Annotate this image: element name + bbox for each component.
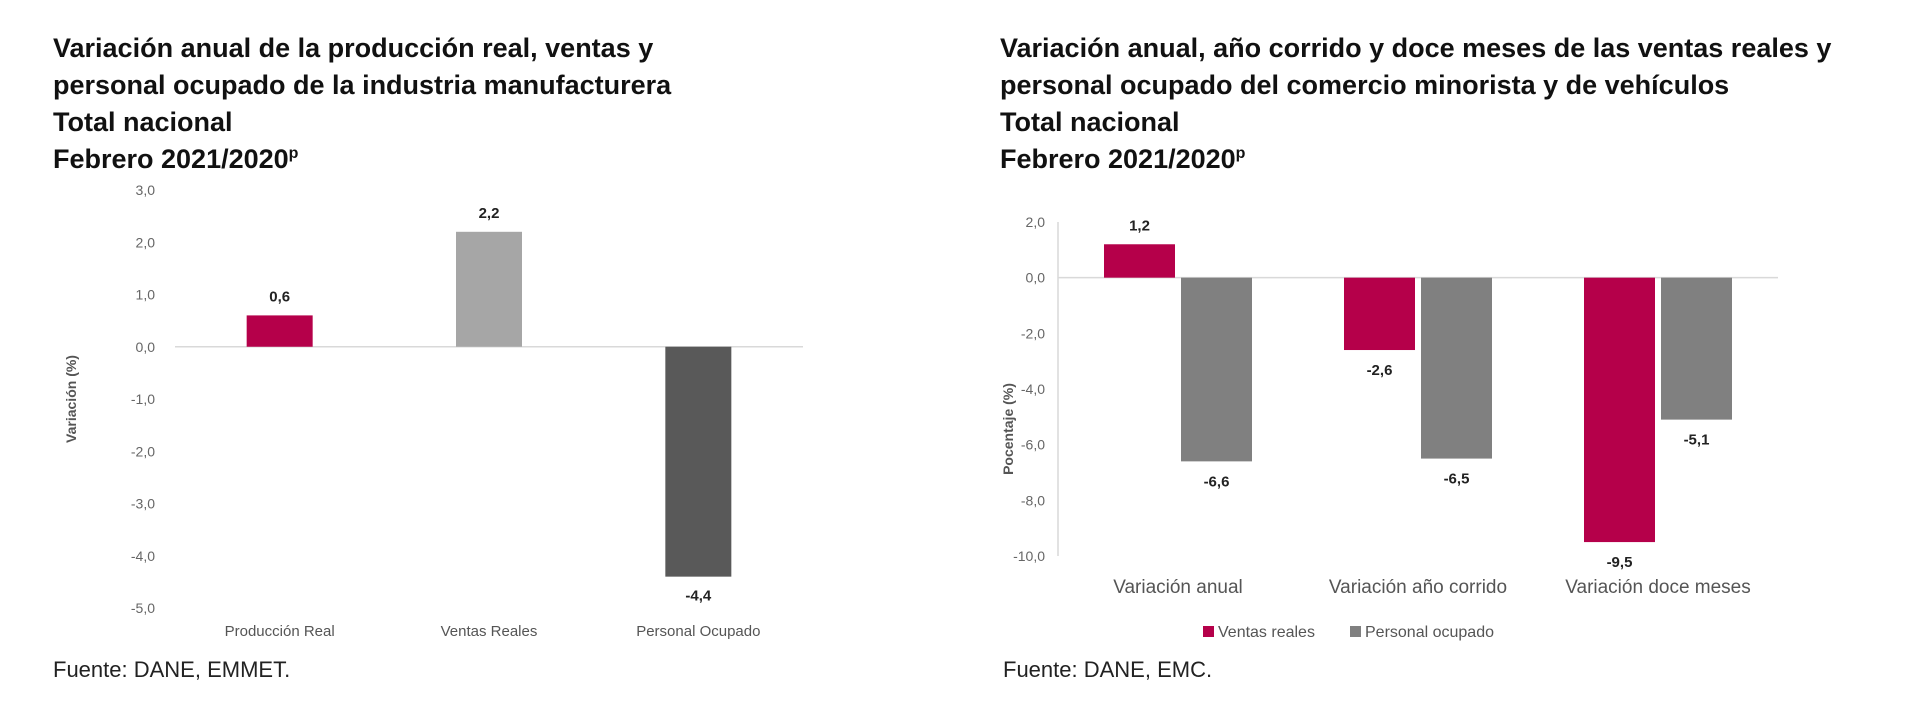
title-superscript: p: [1235, 145, 1246, 162]
title-line-1: Variación anual de la producción real, v…: [53, 33, 654, 63]
data-label: -2,6: [1367, 362, 1393, 379]
title-superscript: p: [288, 145, 299, 162]
y-tick-label: -4,0: [1021, 381, 1045, 397]
title-period: Febrero 2021/2020: [53, 144, 289, 174]
y-tick-label: 1,0: [136, 287, 156, 303]
bar: [1344, 277, 1415, 351]
bar: [1181, 277, 1252, 462]
source-note: Fuente: DANE, EMMET.: [53, 657, 291, 682]
title-line-4: Febrero 2021/2020p: [1000, 141, 1831, 178]
data-label: -6,5: [1444, 471, 1470, 488]
y-tick-label: 0,0: [1026, 270, 1046, 286]
y-tick-label: 3,0: [136, 182, 156, 198]
data-label: 2,2: [479, 205, 500, 222]
data-label: -9,5: [1607, 554, 1633, 571]
title-line-4: Febrero 2021/2020p: [53, 141, 671, 178]
bar-chart-retail: 2,0 0,0 -2,0 -4,0 -6,0 -8,0 -10,0 Pocentaje (%)…: [1000, 214, 1778, 641]
y-tick-label: -4,0: [131, 548, 155, 564]
bar: [456, 231, 522, 347]
data-label: 1,2: [1129, 217, 1150, 234]
bar-chart-manufacturing: 3,0 2,0 1,0 0,0 -1,0 -2,0 -3,0 -4,0 -5,0 Variació…: [63, 182, 803, 640]
y-tick-label: -2,0: [131, 443, 155, 459]
title-line-2: personal ocupado del comercio minorista …: [1000, 70, 1730, 100]
data-label: -5,1: [1684, 432, 1710, 449]
title-line-3: Total nacional: [1000, 107, 1180, 137]
bar: [1661, 277, 1732, 420]
y-tick-label: -10,0: [1013, 548, 1045, 564]
x-tick-label: Variación año corrido: [1329, 577, 1507, 598]
legend-swatch: [1350, 626, 1361, 637]
y-tick-label: 2,0: [1026, 214, 1046, 230]
title-period: Febrero 2021/2020: [1000, 144, 1236, 174]
data-label: 0,6: [269, 288, 290, 305]
y-axis-label: Variación (%): [63, 355, 79, 443]
title-line-2: personal ocupado de la industria manufac…: [53, 70, 672, 100]
chart-panel-manufacturing: Variación anual de la producción real, v…: [0, 0, 940, 715]
legend-swatch: [1203, 626, 1214, 637]
title-line-3: Total nacional: [53, 107, 233, 137]
y-tick-label: 2,0: [136, 234, 156, 250]
y-tick-label: 0,0: [136, 339, 156, 355]
chart-title: Variación anual, año corrido y doce mese…: [1000, 30, 1831, 178]
x-tick-label: Producción Real: [225, 623, 335, 640]
x-tick-label: Variación doce meses: [1565, 577, 1751, 598]
bar: [665, 346, 732, 577]
legend-label: Ventas reales: [1218, 624, 1315, 641]
chart-panel-retail: Variación anual, año corrido y doce mese…: [955, 0, 1905, 715]
bar: [246, 315, 313, 347]
y-tick-label: -3,0: [131, 496, 155, 512]
x-tick-label: Ventas Reales: [441, 623, 538, 640]
y-axis-label: Pocentaje (%): [1000, 383, 1016, 475]
y-tick-label: -5,0: [131, 600, 155, 616]
data-label: -4,4: [685, 588, 712, 605]
x-tick-label: Variación anual: [1113, 577, 1243, 598]
bar: [1104, 244, 1175, 278]
legend-label: Personal ocupado: [1365, 624, 1494, 641]
y-tick-label: -2,0: [1021, 325, 1045, 341]
bar: [1421, 277, 1492, 459]
x-tick-label: Personal Ocupado: [636, 623, 760, 640]
y-tick-label: -6,0: [1021, 437, 1045, 453]
title-line-1: Variación anual, año corrido y doce mese…: [1000, 33, 1832, 63]
data-label: -6,6: [1204, 473, 1230, 490]
y-tick-label: -8,0: [1021, 492, 1045, 508]
source-note: Fuente: DANE, EMC.: [1003, 657, 1213, 682]
chart-title: Variación anual de la producción real, v…: [53, 30, 671, 178]
bar: [1584, 277, 1655, 543]
y-tick-label: -1,0: [131, 391, 155, 407]
